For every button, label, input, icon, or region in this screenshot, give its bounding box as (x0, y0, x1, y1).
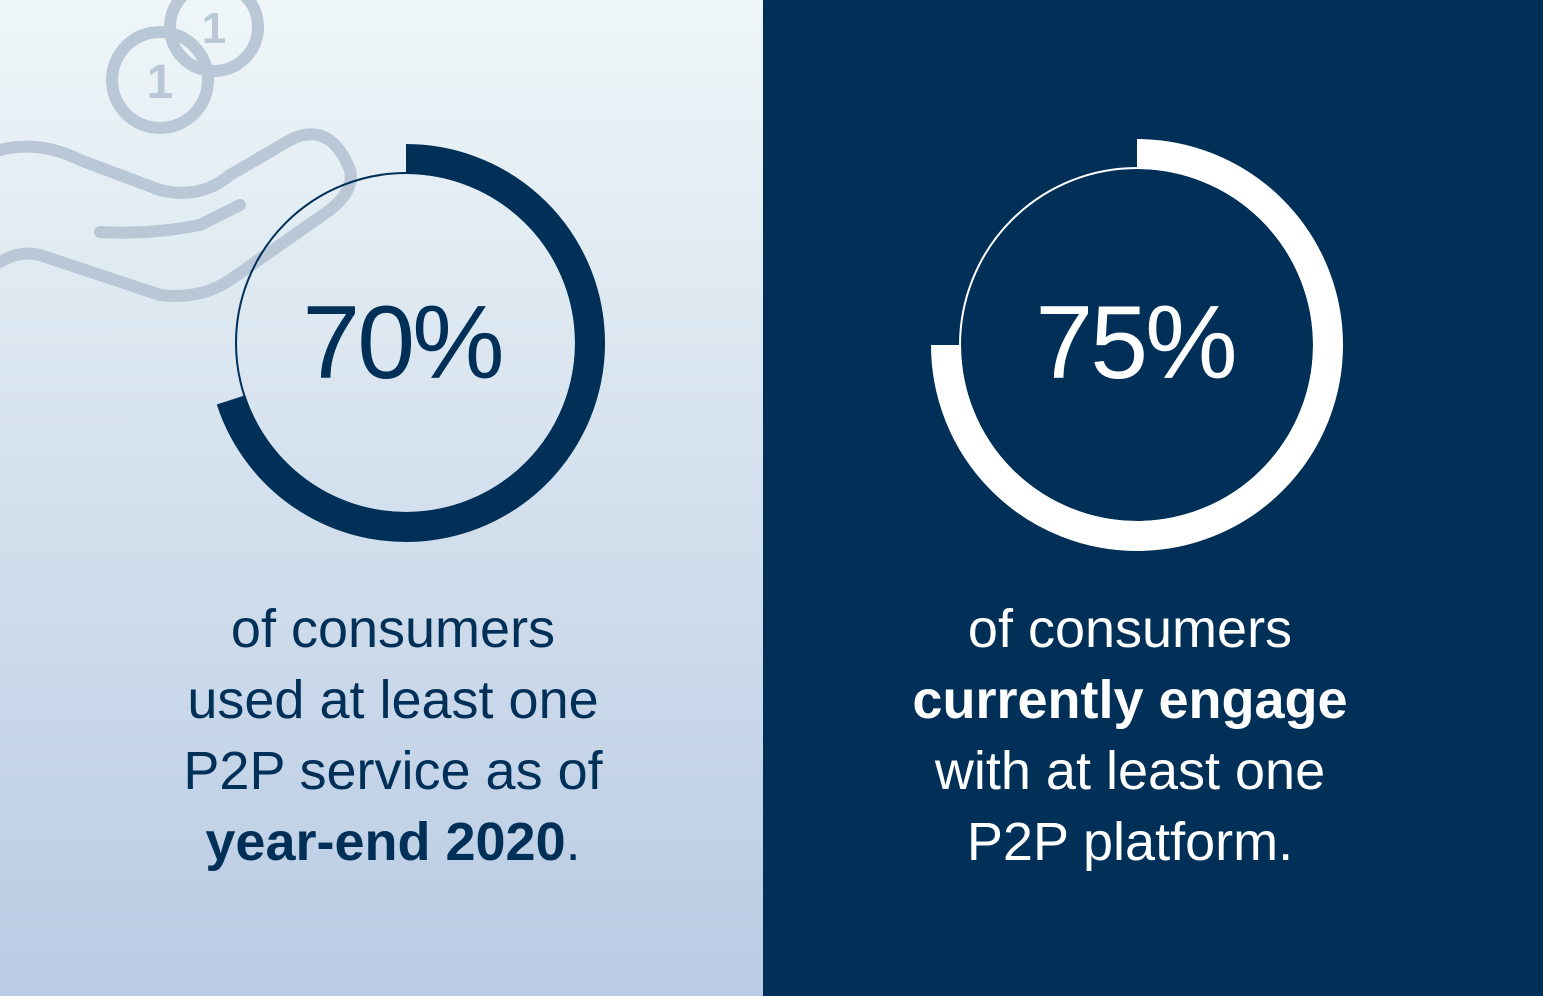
svg-text:1: 1 (147, 56, 174, 109)
caption-right: of consumers currently engage with at le… (830, 594, 1430, 878)
caption-line: used at least one (187, 670, 599, 730)
caption-bold-text: year-end 2020 (205, 812, 566, 872)
caption-line: P2P service as of (183, 741, 603, 801)
right-panel: 75% of consumers currently engage with a… (763, 0, 1543, 996)
donut-arc-right (931, 139, 1343, 551)
donut-arc-left (216, 144, 605, 542)
caption-line: of consumers (230, 599, 556, 659)
caption-line: P2P platform. (966, 812, 1294, 872)
percentage-value-right: 75% (1035, 285, 1237, 401)
caption-line: year-end 2020. (93, 807, 693, 878)
svg-text:1: 1 (202, 4, 226, 53)
percentage-value-left: 70% (302, 285, 504, 401)
caption-bold-text: currently engage (912, 670, 1348, 730)
left-panel: 1 1 70% of consumers used at least one P… (0, 0, 763, 996)
caption-line: of consumers (967, 599, 1293, 659)
caption-line: currently engage (830, 665, 1430, 736)
donut-chart-left (216, 144, 605, 542)
caption-left: of consumers used at least one P2P servi… (93, 594, 693, 878)
caption-line: with at least one (934, 741, 1326, 801)
donut-chart-right (931, 139, 1343, 551)
caption-tail: . (565, 812, 581, 872)
hand-with-coins-icon: 1 1 (0, 0, 357, 302)
